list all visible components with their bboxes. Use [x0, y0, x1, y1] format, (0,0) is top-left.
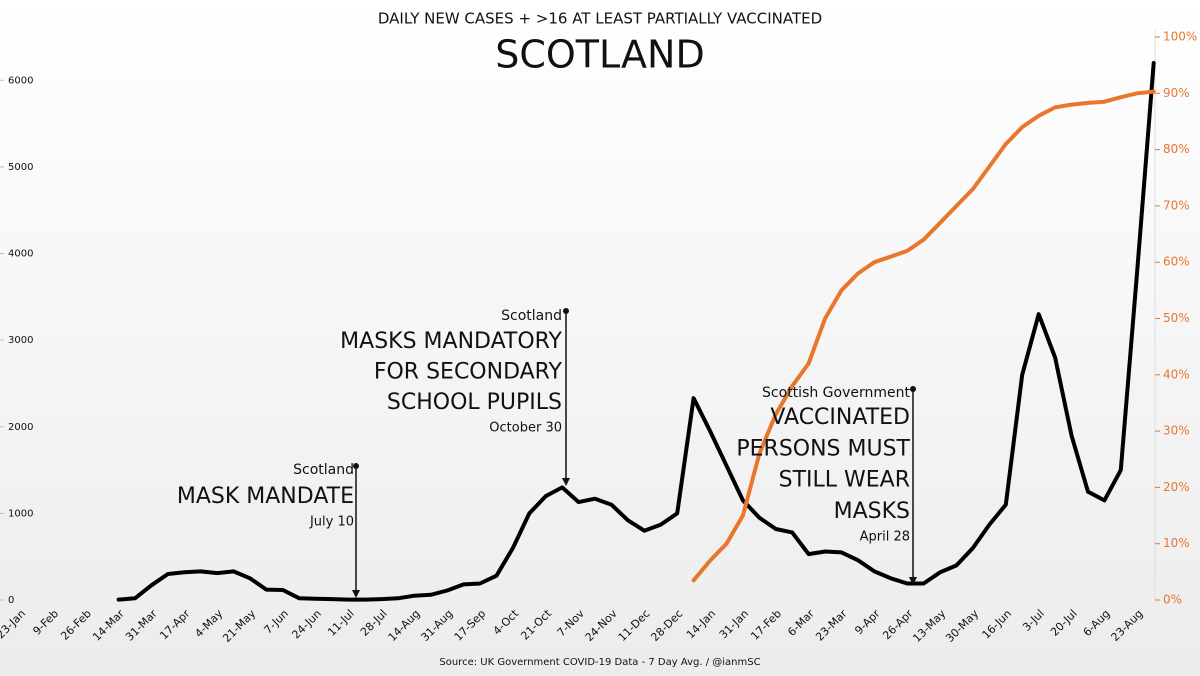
y-tick-label: 5000 [8, 162, 33, 173]
annotation-text: PERSONS MUST [736, 436, 910, 461]
y2-tick-label: 70% [1163, 198, 1190, 212]
y2-tick-label: 80% [1163, 142, 1190, 156]
y2-tick-label: 40% [1163, 367, 1190, 381]
source-note: Source: UK Government COVID-19 Data - 7 … [439, 657, 760, 668]
y2-tick-label: 30% [1163, 424, 1190, 438]
annotation-arrowhead [909, 577, 917, 585]
annotation-text: VACCINATED [770, 405, 910, 430]
y-tick-label: 3000 [8, 335, 33, 346]
cases-line [116, 61, 1156, 602]
vaccination-line [691, 89, 1156, 583]
y2-tick-label: 20% [1163, 480, 1190, 494]
annotation-dot [353, 463, 359, 469]
annotation-source: Scottish Government [762, 385, 910, 401]
annotation-date: October 30 [489, 421, 562, 436]
y-tick-label: 6000 [8, 75, 33, 86]
y-tick-label: 2000 [8, 422, 33, 433]
y2-tick-label: 50% [1163, 311, 1190, 325]
annotation-text: STILL WEAR [779, 468, 910, 493]
annotation-dot [910, 386, 916, 392]
annotation-text: SCHOOL PUPILS [387, 390, 562, 415]
chart-title: DAILY NEW CASES + >16 AT LEAST PARTIALLY… [378, 10, 822, 28]
chart-subtitle: SCOTLAND [495, 33, 705, 77]
annotation-text: MASKS MANDATORY [340, 329, 562, 354]
annotation-text: FOR SECONDARY [374, 360, 563, 385]
y2-tick-label: 0% [1163, 593, 1182, 607]
y-tick-label: 4000 [8, 249, 33, 260]
y2-tick-label: 60% [1163, 255, 1190, 269]
annotation-date: April 28 [860, 529, 910, 544]
y2-tick-label: 90% [1163, 86, 1190, 100]
annotation-source: Scotland [501, 308, 562, 324]
y-tick-label: 1000 [8, 508, 33, 519]
annotation-dot [563, 308, 569, 314]
y2-tick-label: 100% [1163, 30, 1197, 44]
annotation-arrowhead [562, 478, 570, 486]
y2-tick-label: 10% [1163, 536, 1190, 550]
annotation-source: Scotland [293, 462, 354, 478]
annotation-text: MASK MANDATE [177, 484, 354, 509]
annotation-date: July 10 [309, 515, 354, 530]
annotation-text: MASKS [834, 499, 910, 524]
annotation-arrowhead [352, 590, 360, 598]
y-tick-label: 0 [8, 595, 14, 606]
